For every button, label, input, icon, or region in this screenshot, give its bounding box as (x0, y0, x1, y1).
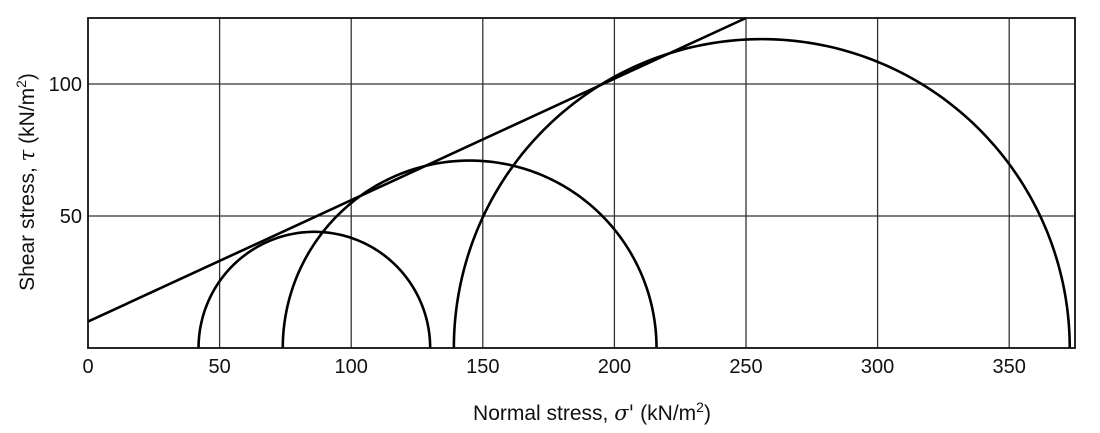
mohr-circle-3 (452, 37, 1072, 349)
x-tick-label: 150 (466, 356, 499, 378)
x-tick-label: 200 (598, 356, 631, 378)
chart-marks (87, 16, 1072, 349)
x-tick-label: 100 (335, 356, 368, 378)
failure-envelope-line (87, 16, 747, 323)
x-tick-label: 250 (729, 356, 762, 378)
x-axis-label: Normal stress, σ' (kN/m2) (473, 399, 711, 425)
x-tick-label: 350 (993, 356, 1026, 378)
plot-frame (87, 17, 1076, 349)
x-tick-label: 300 (861, 356, 894, 378)
y-tick-label: 100 (49, 74, 82, 96)
y-tick-label: 50 (60, 206, 82, 228)
mohr-circle-1 (197, 230, 432, 349)
y-axis-label: Shear stress, τ (kN/m2) (13, 73, 39, 291)
grid (88, 18, 1075, 348)
tick-labels: 0 50 100 150 200 250 300 350 50 100 (49, 74, 1026, 378)
mohr-circle-2 (281, 159, 658, 349)
x-tick-label: 0 (82, 356, 93, 378)
x-tick-label: 50 (208, 356, 230, 378)
